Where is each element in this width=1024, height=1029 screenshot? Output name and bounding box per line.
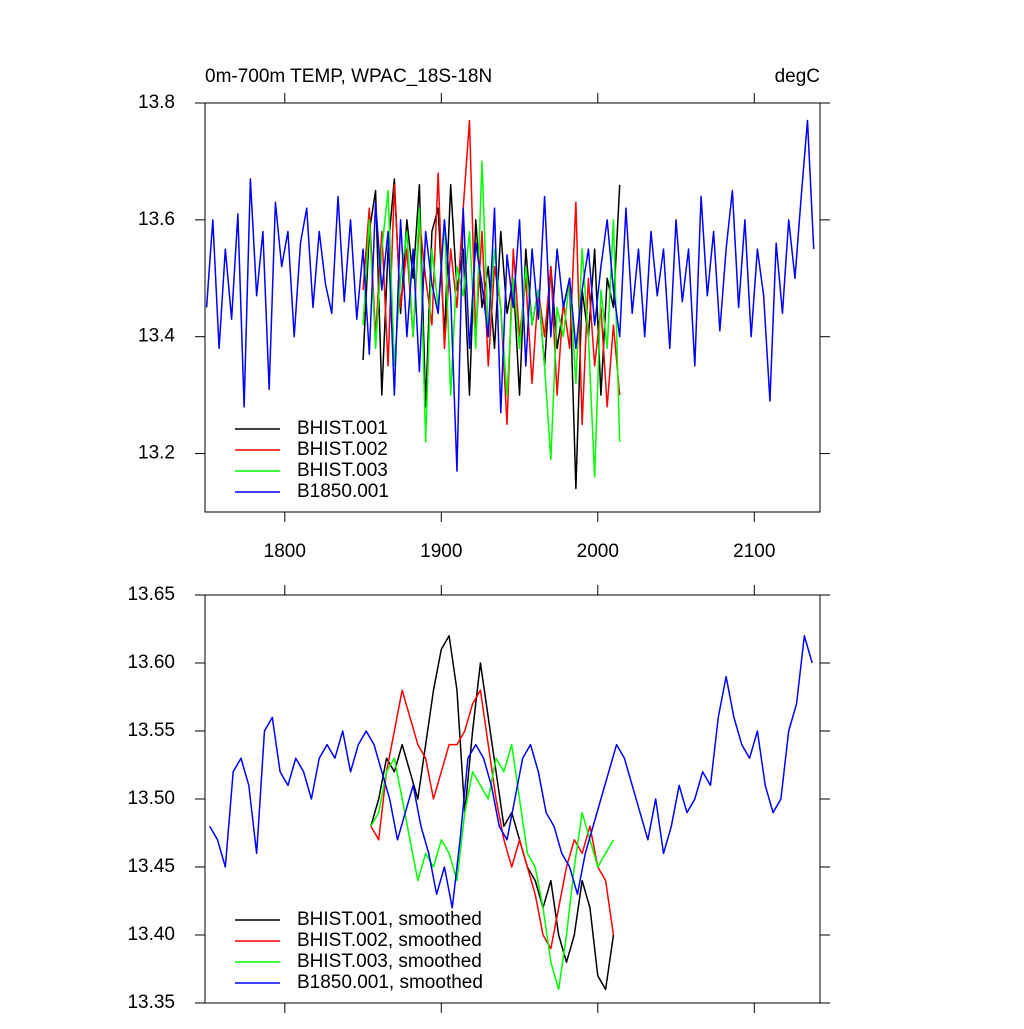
y-tick-label: 13.6 (138, 209, 175, 230)
data-line (370, 635, 615, 991)
legend-label: BHIST.001 (297, 418, 388, 439)
legend-label: BHIST.003 (297, 460, 388, 481)
legend-label: BHIST.001, smoothed (297, 909, 482, 930)
chart-title: 0m-700m TEMP, WPAC_18S-18N (205, 66, 492, 87)
y-tick-label: 13.35 (127, 992, 175, 1013)
y-tick-label: 13.60 (127, 652, 175, 673)
y-tick-label: 13.55 (127, 720, 175, 741)
x-tick-label: 1900 (420, 541, 462, 562)
plot-frame (204, 102, 821, 513)
x-tick-label: 1800 (264, 541, 306, 562)
data-line (362, 119, 621, 426)
legend-label: B1850.001 (297, 481, 389, 502)
y-tick-label: 13.2 (138, 443, 175, 464)
legend-label: B1850.001, smoothed (297, 972, 483, 993)
data-line (370, 689, 615, 950)
y-tick-label: 13.65 (127, 584, 175, 605)
y-tick-label: 13.40 (127, 924, 175, 945)
legend-label: BHIST.002, smoothed (297, 930, 482, 951)
y-tick-label: 13.4 (138, 326, 175, 347)
plot-area (205, 119, 815, 490)
y-tick-label: 13.50 (127, 788, 175, 809)
data-line (205, 119, 815, 472)
y-tick-label: 13.45 (127, 856, 175, 877)
data-line (362, 160, 621, 478)
x-tick-label: 2100 (733, 541, 775, 562)
data-line (209, 635, 813, 909)
units-label: degC (775, 66, 820, 87)
x-tick-label: 2000 (577, 541, 619, 562)
plot-area (209, 635, 813, 991)
legend-label: BHIST.003, smoothed (297, 951, 482, 972)
legend-label: BHIST.002 (297, 439, 388, 460)
y-tick-label: 13.8 (138, 92, 175, 113)
